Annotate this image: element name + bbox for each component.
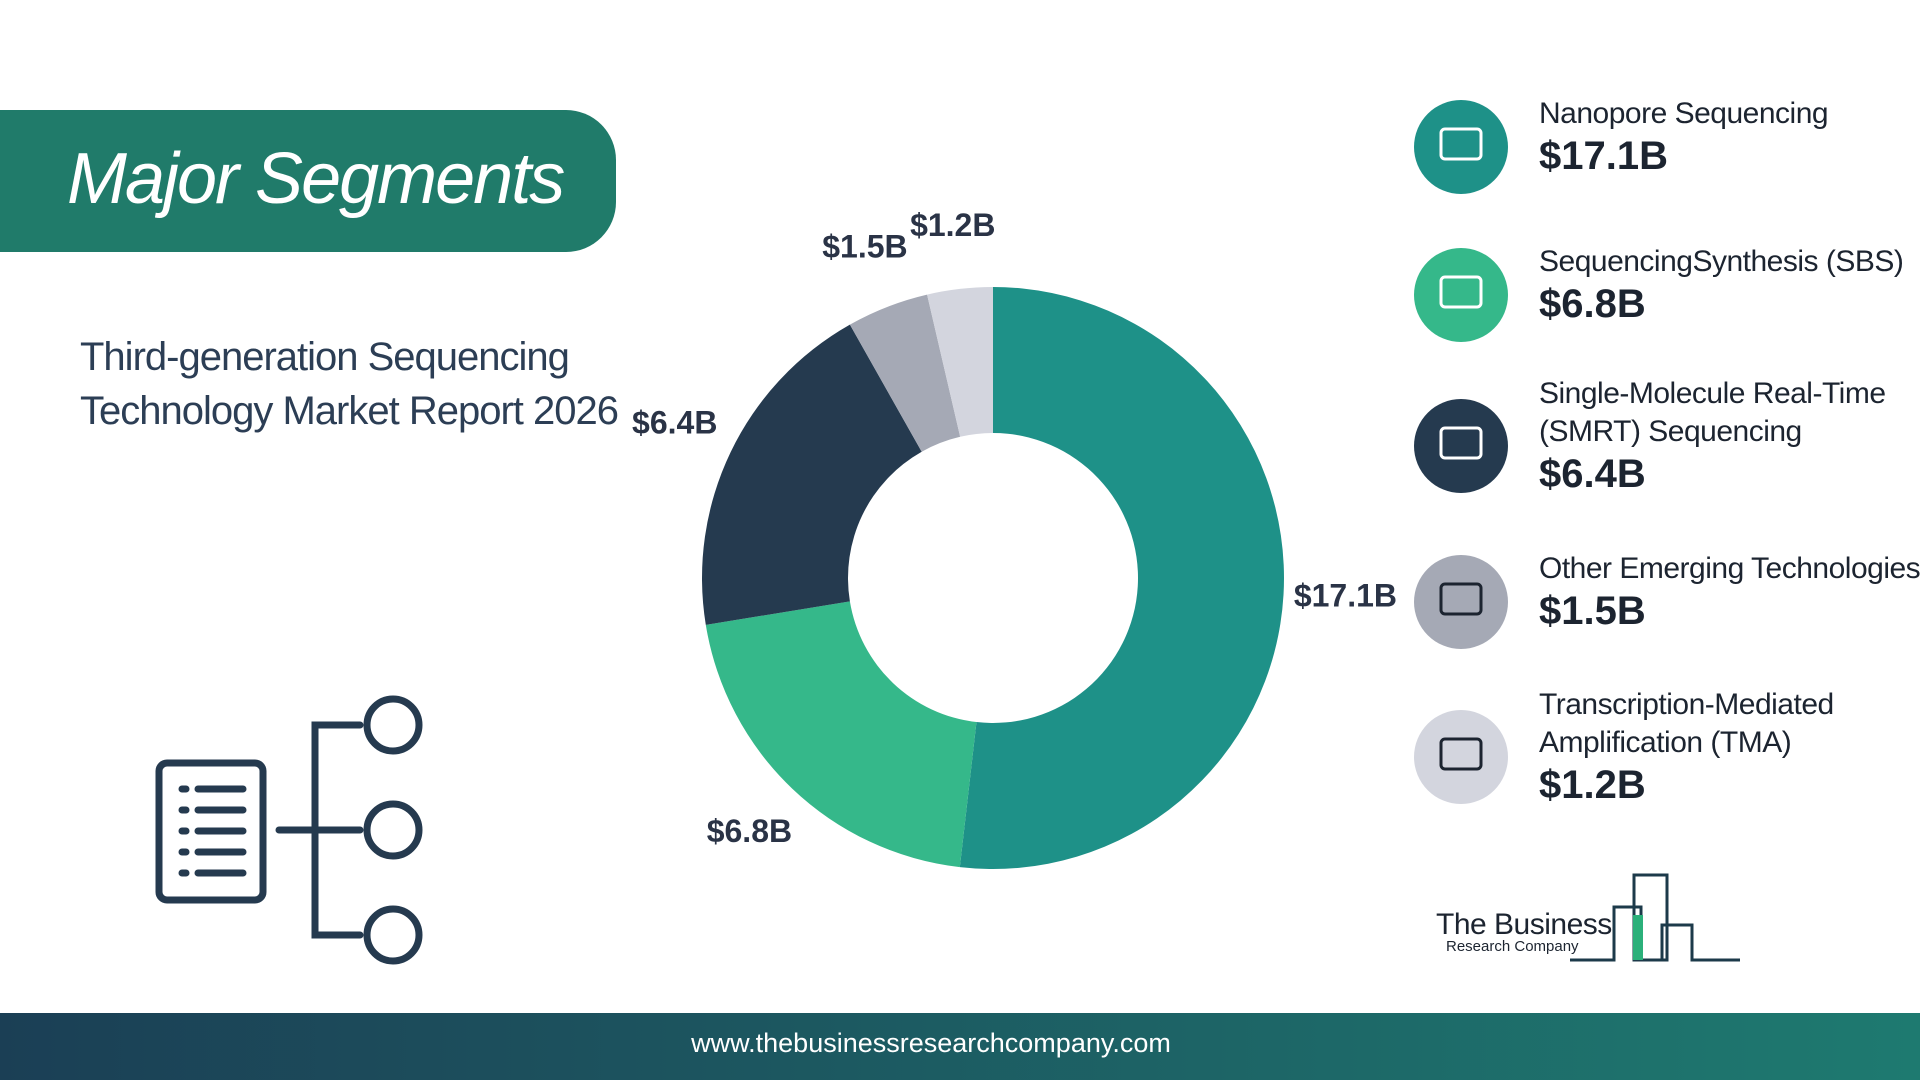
legend-icon-glyph	[1439, 426, 1483, 460]
donut-label: $6.4B	[632, 405, 717, 441]
tree-icon	[155, 695, 423, 965]
legend-value: $17.1B	[1539, 134, 1668, 178]
subtitle: Third-generation Sequencing Technology M…	[80, 335, 619, 433]
donut-segment	[959, 287, 1284, 870]
legend-entry: Other Emerging Technologies $1.5B	[1539, 550, 1920, 634]
footer-url: www.thebusinessresearchcompany.com	[691, 1028, 1171, 1058]
header-box	[0, 110, 616, 252]
donut-segment	[702, 324, 922, 625]
donut-label: $17.1B	[1294, 578, 1397, 614]
legend-value: $1.5B	[1539, 589, 1646, 633]
legend-entry: Single-Molecule Real-Time (SMRT) Sequenc…	[1539, 375, 1920, 497]
legend-name: Nanopore Sequencing	[1539, 97, 1829, 130]
legend-icon-glyph	[1439, 582, 1483, 616]
donut-label: $1.2B	[910, 207, 995, 243]
legend-entry: SequencingSynthesis (SBS) $6.8B	[1539, 243, 1920, 327]
legend-name: Transcription-Mediated Amplification (TM…	[1539, 688, 1834, 759]
legend-icon	[1414, 399, 1508, 493]
legend-icon-glyph	[1439, 737, 1483, 771]
legend-icon	[1414, 100, 1508, 194]
legend-entry: Nanopore Sequencing $17.1B	[1539, 95, 1920, 179]
footer-bar	[0, 1013, 1920, 1080]
logo-mark	[1570, 873, 1740, 962]
legend-icon-glyph	[1439, 275, 1483, 309]
legend-icon	[1414, 248, 1508, 342]
legend-name: SequencingSynthesis (SBS)	[1539, 245, 1904, 278]
legend-value: $6.8B	[1539, 282, 1646, 326]
donut-segment	[927, 287, 993, 437]
legend-value: $6.4B	[1539, 452, 1646, 496]
legend-icon-glyph	[1439, 127, 1483, 161]
donut-segment	[849, 294, 961, 452]
legend-icon	[1414, 555, 1508, 649]
logo-subtext: Research Company	[1446, 938, 1579, 955]
legend-value: $1.2B	[1539, 763, 1646, 807]
legend-icon	[1414, 710, 1508, 804]
donut-label: $1.5B	[822, 229, 907, 265]
donut-label: $6.8B	[707, 813, 792, 849]
title: Major Segments	[67, 139, 565, 219]
legend-entry: Transcription-Mediated Amplification (TM…	[1539, 686, 1920, 808]
logo-text: The Business	[1436, 908, 1612, 941]
donut-segment	[705, 601, 977, 868]
legend-name: Single-Molecule Real-Time (SMRT) Sequenc…	[1539, 377, 1886, 448]
legend-name: Other Emerging Technologies	[1539, 552, 1920, 585]
